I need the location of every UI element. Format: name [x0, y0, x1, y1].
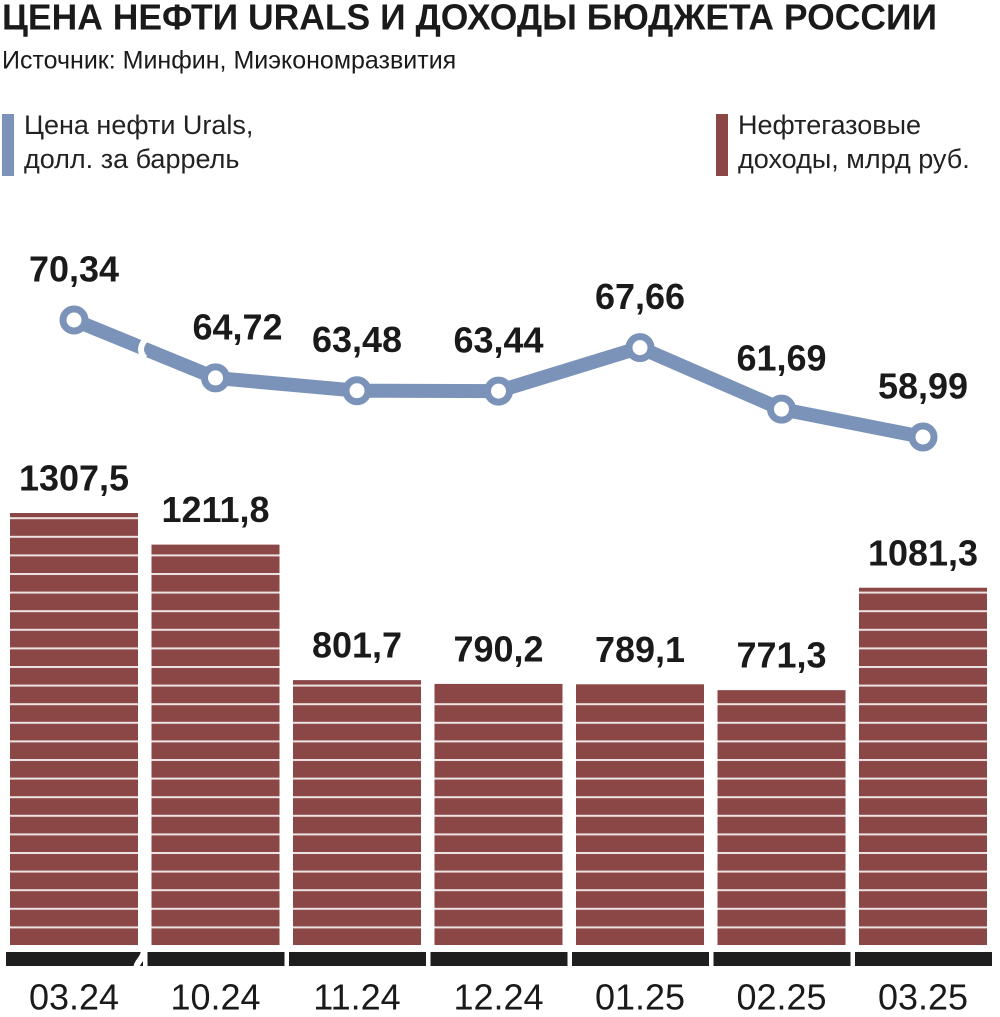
- x-tick-label: 01.25: [595, 977, 685, 1017]
- bar-stripes: [10, 516, 138, 945]
- x-tick-label: 03.24: [29, 977, 119, 1017]
- legend-swatch: [716, 114, 728, 176]
- bar-stripes: [859, 590, 987, 945]
- x-tick-label: 12.24: [453, 977, 543, 1017]
- axis-segment: [430, 952, 568, 966]
- axis-segment: [6, 952, 143, 966]
- legend-line: Цена нефти Urals, долл. за баррель: [2, 108, 322, 176]
- axis-segment: [572, 952, 709, 966]
- bar-value-label: 801,7: [312, 625, 402, 666]
- bar-stripes: [576, 687, 704, 945]
- axis-segment: [147, 952, 285, 966]
- legend-bar: Нефтегазовые доходы, млрд руб.: [716, 108, 1000, 176]
- bar-value-label: 789,1: [595, 629, 685, 670]
- axis-segment: [289, 952, 426, 966]
- axis-break: [133, 938, 147, 1002]
- line-value-label: 67,66: [595, 276, 685, 317]
- chart-subtitle: Источник: Минфин, Миэкономразвития: [2, 47, 456, 75]
- line-point: [625, 333, 655, 363]
- bar-stripes: [293, 683, 421, 945]
- bar-value-label: 790,2: [453, 628, 543, 669]
- bar-value-label: 1211,8: [161, 489, 269, 530]
- line-point: [908, 422, 938, 452]
- bar-value-label: 771,3: [736, 635, 826, 676]
- line-value-label: 58,99: [878, 366, 968, 407]
- x-tick-label: 03.25: [878, 977, 968, 1017]
- axis-segment: [713, 952, 851, 966]
- bar-stripes: [434, 686, 563, 945]
- line-value-label: 70,34: [29, 249, 119, 290]
- line-value-label: 63,44: [453, 320, 543, 361]
- x-tick-label: 10.24: [170, 977, 260, 1017]
- line-point: [201, 363, 230, 393]
- chart-title: ЦЕНА НЕФТИ URALS И ДОХОДЫ БЮДЖЕТА РОССИИ: [2, 0, 937, 38]
- line-value-label: 63,48: [312, 319, 402, 360]
- x-tick-label: 02.25: [736, 977, 826, 1017]
- x-tick-label: 11.24: [313, 977, 400, 1017]
- legend-label: Нефтегазовые доходы, млрд руб.: [738, 110, 970, 174]
- bar-stripes: [717, 693, 846, 945]
- legend-swatch: [2, 114, 14, 176]
- line-point: [484, 376, 513, 406]
- line-value-label: 61,69: [736, 338, 826, 379]
- line-break: [138, 320, 152, 361]
- bar-stripes: [151, 547, 280, 945]
- line-value-label: 64,72: [192, 306, 282, 347]
- legend-label: Цена нефти Urals, долл. за баррель: [24, 110, 254, 174]
- line-point: [342, 376, 372, 406]
- axis-segment: [855, 952, 992, 966]
- bar-value-label: 1081,3: [868, 532, 978, 573]
- line-point: [59, 305, 89, 335]
- line-point: [767, 394, 796, 424]
- bar-value-label: 1307,5: [19, 458, 129, 499]
